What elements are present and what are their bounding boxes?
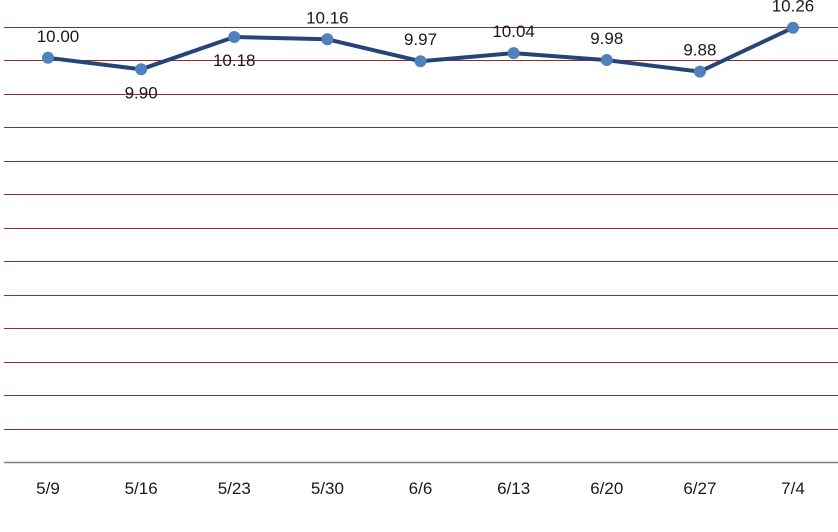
x-tick-label: 5/23 [218,479,251,498]
x-tick-label: 6/27 [683,479,716,498]
gridlines [4,27,838,430]
data-label: 10.18 [213,51,256,70]
data-labels: 10.00 9.90 10.18 10.16 9.97 10.04 9.98 9.88 10.2… [37,0,815,102]
data-point [693,65,706,78]
x-tick-label: 7/4 [781,479,805,498]
x-tick-label: 6/13 [497,479,530,498]
data-point [135,63,148,76]
data-label: 10.04 [492,22,535,41]
data-point [787,21,799,34]
data-label: 9.88 [683,41,716,60]
x-tick-label: 5/9 [36,479,60,498]
series-markers [42,21,799,78]
data-point [507,47,520,60]
data-point [228,30,241,43]
data-label: 10.26 [772,0,815,16]
x-tick-label: 5/30 [311,479,344,498]
data-label: 9.90 [125,83,158,102]
x-tick-label: 5/16 [125,479,158,498]
data-label: 9.98 [590,29,623,48]
data-point [42,51,54,64]
data-label: 10.16 [306,8,349,27]
x-tick-label: 6/6 [409,479,433,498]
data-point [321,33,334,46]
x-tick-label: 6/20 [590,479,623,498]
data-label: 9.97 [404,30,437,49]
data-label: 10.00 [37,27,80,46]
data-point [414,55,427,68]
data-point [600,54,613,67]
x-tick-labels: 5/9 5/16 5/23 5/30 6/6 6/13 6/20 6/27 7/4 [36,479,805,498]
